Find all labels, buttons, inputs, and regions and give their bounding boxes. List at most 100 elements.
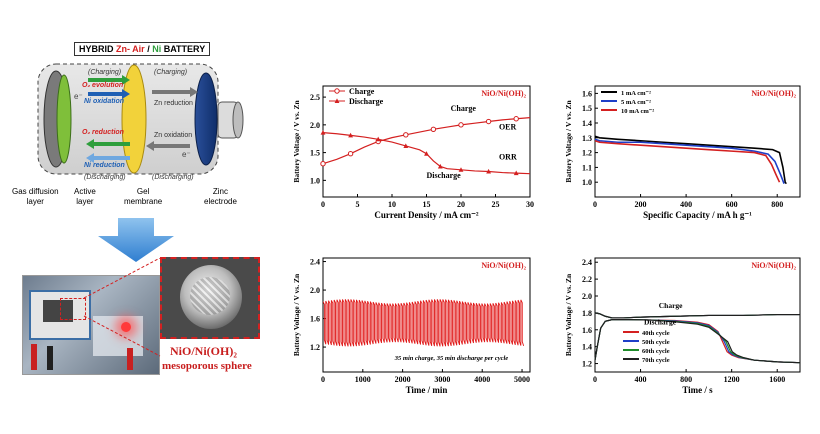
cycling-material-label: NiO/Ni(OH)₂	[481, 261, 526, 270]
rate-ytick-label: 1.5	[582, 104, 592, 113]
electron-left: e⁻	[74, 92, 83, 101]
series-cycle-2-discharge	[594, 319, 801, 364]
polarization-ytick-label: 1.0	[310, 176, 320, 185]
polarization-xtick-label: 10	[388, 200, 396, 209]
series-discharge-point	[403, 143, 409, 148]
annotation-cycles-discharge: Discharge	[644, 318, 677, 327]
series-discharge-point	[486, 168, 491, 174]
legend-cycle-2-label: 60th cycle	[642, 348, 670, 355]
series-charge-line	[322, 117, 531, 165]
zn-reduction-label: Zn reduction	[154, 100, 193, 107]
cycles-material-label: NiO/Ni(OH)₂	[751, 261, 796, 270]
polarization-xtick-label: 0	[321, 200, 325, 209]
annotation-orr: ORR	[499, 152, 517, 161]
annotation-charge: Charge	[451, 104, 477, 113]
zinc-electrode	[194, 72, 218, 166]
cycles-ytick-label: 1.8	[582, 309, 592, 318]
cycles-xtick-label: 0	[593, 375, 597, 384]
down-arrow-icon	[98, 218, 174, 262]
polarization-xtick-label: 20	[457, 200, 465, 209]
series-rate-1-line	[594, 138, 785, 184]
series-charge-point	[403, 132, 409, 138]
legend-charge-marker	[334, 88, 340, 94]
series-charge-point	[430, 126, 437, 132]
rate-xtick-label: 800	[771, 200, 783, 209]
series-charge-point	[458, 122, 464, 128]
zinc-electrode-label: Zinc electrode	[204, 187, 237, 206]
cycling-ytick-label: 1.6	[310, 315, 320, 324]
series-rate-2-line	[594, 139, 781, 183]
o2-evolution-label: O₂ evolution	[82, 82, 124, 89]
annotation-oer: OER	[499, 122, 517, 131]
polarization-ytick-label: 1.5	[310, 149, 320, 158]
polarization-xlabel: Current Density / mA cm⁻²	[374, 210, 479, 220]
cycling-xtick-label: 3000	[434, 375, 450, 384]
legend-cycle-3-label: 70th cycle	[642, 357, 670, 364]
battery-drawing	[37, 63, 244, 175]
cycling-annotation: 35 min charge, 35 min discharge per cycl…	[394, 355, 508, 362]
polarization-ytick-label: 2.5	[310, 93, 320, 102]
o2-reduction-label: O₂ reduction	[82, 129, 124, 136]
polarization-xtick-label: 25	[492, 200, 500, 209]
cycles-ytick-label: 1.6	[582, 326, 592, 335]
charging-left-label: (Charging)	[88, 69, 122, 76]
rate-ytick-label: 1.2	[582, 149, 592, 158]
series-cycle-3-discharge	[594, 319, 801, 364]
cycles-frame	[594, 257, 801, 373]
series-cycle-3-charge	[594, 312, 800, 319]
cycles-xtick-label: 1600	[769, 375, 785, 384]
cycling-xtick-label: 2000	[395, 375, 411, 384]
cycles-xtick-label: 1200	[724, 375, 740, 384]
battery-schematic: HYBRID Zn- Air / Ni BATTERY	[30, 40, 250, 210]
legend-charge-label: Charge	[349, 87, 375, 96]
sem-image	[160, 257, 260, 339]
rate-frame	[594, 85, 801, 198]
polarization-ylabel: Battery Voltage / V vs. Zn	[292, 100, 301, 183]
rate-ytick-label: 1.1	[582, 163, 592, 172]
legend-rate-2-label: 10 mA cm⁻²	[621, 108, 654, 115]
polarization-frame	[322, 85, 531, 198]
series-rate-0-line	[594, 135, 787, 185]
cycling-xtick-label: 5000	[514, 375, 530, 384]
cycling-ytick-label: 2.0	[310, 286, 320, 295]
series-discharge-point	[375, 136, 381, 142]
series-discharge-point	[437, 163, 443, 169]
series-cycle-0-discharge	[594, 319, 801, 364]
rate-ytick-label: 1.4	[582, 119, 592, 128]
series-cycle-2-charge	[594, 312, 800, 319]
cycling-ytick-label: 2.4	[310, 258, 320, 267]
cycles-xtick-label: 800	[680, 375, 692, 384]
series-discharge-point	[513, 170, 519, 176]
legend-discharge-marker	[334, 98, 340, 103]
series-charge-point	[347, 151, 354, 157]
rate-xtick-label: 200	[635, 200, 647, 209]
cycles-xtick-label: 400	[635, 375, 647, 384]
polarization-material-label: NiO/Ni(OH)₂	[481, 89, 526, 98]
legend-cycle-0-label: 40th cycle	[642, 330, 670, 337]
cycling-xtick-label: 1000	[355, 375, 371, 384]
device-photo	[22, 275, 160, 375]
legend-rate-0-label: 1 mA cm⁻²	[621, 90, 651, 97]
cycles-ytick-label: 1.4	[582, 343, 592, 352]
rate-ylabel: Battery Voltage / V vs. Zn	[564, 100, 573, 183]
cycles-xlabel: Time / s	[682, 385, 713, 395]
cycling-frame	[322, 257, 531, 373]
active-layer-label: Active layer	[74, 187, 96, 206]
polarization-xtick-label: 15	[423, 200, 431, 209]
electron-right: e⁻	[182, 150, 191, 159]
series-cycle-0-charge	[594, 312, 800, 319]
zn-oxidation-label: Zn oxidation	[154, 132, 193, 139]
series-cycle-1-discharge	[594, 319, 801, 364]
series-charge-point	[513, 116, 519, 122]
polarization-xtick-label: 30	[526, 200, 534, 209]
rate-xtick-label: 0	[593, 200, 597, 209]
series-discharge-point	[348, 132, 353, 138]
ni-reduction-label: Ni reduction	[84, 162, 125, 169]
series-charge-point	[320, 161, 326, 167]
series-discharge-point	[320, 130, 326, 135]
battery-title: HYBRID Zn- Air / Ni BATTERY	[74, 42, 211, 56]
series-discharge-point	[458, 167, 464, 172]
rate-xtick-label: 400	[680, 200, 692, 209]
rate-ytick-label: 1.3	[582, 134, 592, 143]
